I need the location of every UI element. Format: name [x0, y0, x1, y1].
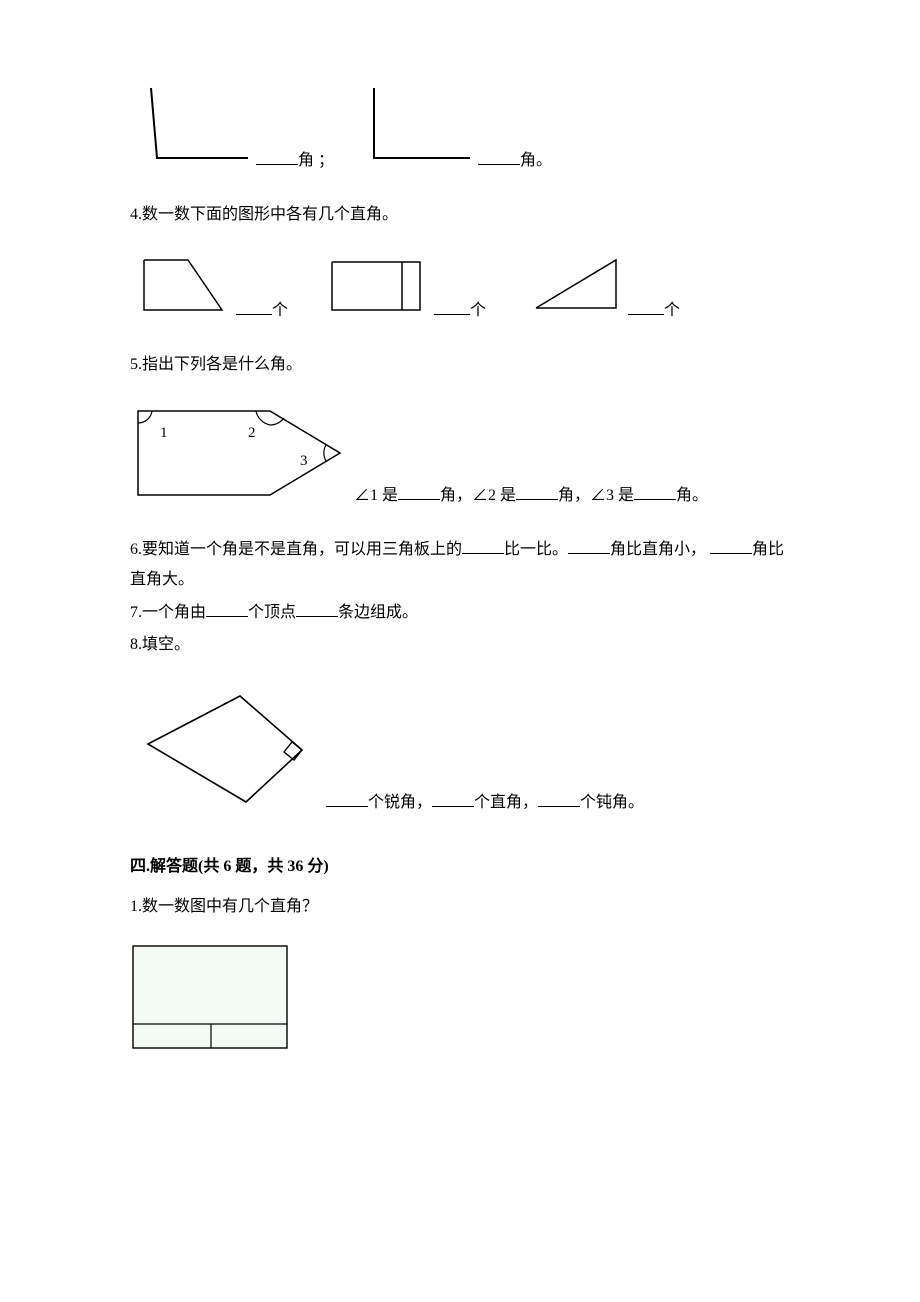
q8-row: 个锐角， 个直角， 个钝角。 [130, 684, 790, 812]
q4-blank-c-wrap: 个 [628, 296, 680, 320]
q5-text: ∠1 是 角，∠2 是 角，∠3 是 角。 [354, 481, 708, 505]
s4-q1-prompt: 1.数一数图中有几个直角？ [130, 892, 790, 922]
q6-text: 6.要知道一个角是不是直角，可以用三角板上的比一比。角比直角小， 角比直角大。 [130, 535, 790, 596]
q3-row: 角 ； 角。 [130, 80, 790, 170]
q3-blank-2[interactable] [478, 148, 520, 165]
q7-blank-1[interactable] [206, 600, 248, 617]
q5-part-1: 角，∠2 是 [440, 487, 516, 504]
q5-shape: 1 2 3 [130, 401, 348, 505]
q7-part-1: 个顶点 [248, 604, 296, 621]
q6-blank-1[interactable] [462, 537, 504, 554]
q3-blank-2-wrap: 角。 [478, 146, 552, 170]
q4-row: 个 个 个 [130, 250, 790, 320]
q7-part-2: 条边组成。 [338, 604, 418, 621]
q4-suffix-b: 个 [470, 302, 486, 319]
q4-blank-c[interactable] [628, 298, 664, 315]
q6-part-1: 比一比。 [504, 541, 568, 558]
q5-blank-2[interactable] [516, 483, 558, 500]
q4-shape-c [522, 250, 622, 320]
s4-q1-shape [130, 943, 290, 1053]
q8-text: 个锐角， 个直角， 个钝角。 [326, 788, 644, 812]
q4-blank-b-wrap: 个 [434, 296, 486, 320]
svg-text:3: 3 [300, 453, 308, 469]
q4-shape-b [324, 250, 428, 320]
q8-blank-3[interactable] [538, 790, 580, 807]
q5-part-2: 角，∠3 是 [558, 487, 634, 504]
q8-suffix-2: 个钝角。 [580, 794, 644, 811]
q4-blank-a-wrap: 个 [236, 296, 288, 320]
q5-part-0: ∠1 是 [354, 487, 398, 504]
q4-prompt: 4.数一数下面的图形中各有几个直角。 [130, 200, 790, 230]
q8-suffix-1: 个直角， [474, 794, 538, 811]
section-4-title: 四.解答题(共 6 题，共 36 分) [130, 852, 790, 876]
q5-prompt: 5.指出下列各是什么角。 [130, 350, 790, 380]
q3-suffix-1: 角 ； [298, 152, 334, 169]
q8-shape [130, 684, 320, 812]
q4-blank-a[interactable] [236, 298, 272, 315]
q8-blank-2[interactable] [432, 790, 474, 807]
q3-suffix-2: 角。 [520, 152, 552, 169]
q7-text: 7.一个角由 个顶点 条边组成。 [130, 598, 790, 628]
q3-blank-1[interactable] [256, 148, 298, 165]
q8-suffix-0: 个锐角， [368, 794, 432, 811]
q7-blank-2[interactable] [296, 600, 338, 617]
q5-blank-1[interactable] [398, 483, 440, 500]
q6-part-2: 角比直角小， [610, 541, 710, 558]
q5-row: 1 2 3 ∠1 是 角，∠2 是 角，∠3 是 角。 [130, 401, 790, 505]
svg-text:1: 1 [160, 425, 168, 441]
q7-part-0: 7.一个角由 [130, 604, 206, 621]
q6-blank-3[interactable] [710, 537, 752, 554]
q4-shape-a [130, 250, 230, 320]
q6-blank-2[interactable] [568, 537, 610, 554]
q4-suffix-c: 个 [664, 302, 680, 319]
q3-angle-1 [130, 80, 250, 170]
q3-angle-2 [352, 80, 472, 170]
q8-prompt: 8.填空。 [130, 630, 790, 660]
q5-blank-3[interactable] [634, 483, 676, 500]
svg-text:2: 2 [248, 425, 256, 441]
q3-blank-1-wrap: 角 ； [256, 146, 334, 170]
q4-suffix-a: 个 [272, 302, 288, 319]
q4-blank-b[interactable] [434, 298, 470, 315]
q8-blank-1[interactable] [326, 790, 368, 807]
q5-part-3: 角。 [676, 487, 708, 504]
q6-part-0: 6.要知道一个角是不是直角，可以用三角板上的 [130, 541, 462, 558]
